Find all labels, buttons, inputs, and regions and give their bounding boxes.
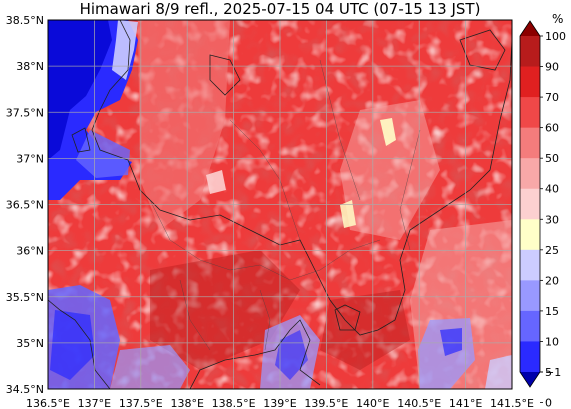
colorbar-segment (520, 341, 540, 373)
colorbar-tick-label: 90 (545, 61, 559, 74)
lon-tick-label: 137.5°E (119, 397, 163, 409)
longitude-labels: 136.5°E 137°E 137.5°E 138°E 138.5°E 139°E 139.… (26, 397, 534, 409)
lon-tick-label: 141°E (449, 397, 482, 409)
lon-tick-label: 139.5°E (304, 397, 348, 409)
colorbar-segment (520, 249, 540, 281)
colorbar-segment (520, 21, 540, 36)
lat-tick-label: 38°N (16, 60, 44, 73)
lat-tick-label: 35°N (16, 337, 44, 350)
colorbar-segment (520, 127, 540, 159)
gridlines (48, 20, 512, 389)
colorbar-tick-label: 15 (545, 305, 559, 318)
lon-tick-label: 138.5°E (212, 397, 256, 409)
colorbar-segment (520, 97, 540, 129)
colorbar (519, 20, 541, 388)
colorbar-segment (520, 310, 540, 342)
lon-tick-label: 141.5°E (490, 397, 534, 409)
lon-tick-label: 138°E (170, 397, 203, 409)
lat-tick-label: 37°N (16, 152, 44, 165)
colorbar-segment (520, 66, 540, 98)
colorbar-unit: % (552, 12, 564, 26)
lat-tick-label: 35.5°N (6, 291, 44, 304)
colorbar-tick-label: 100 (545, 30, 566, 43)
latitude-labels: 38.5°N 38°N 37.5°N 37°N 36.5°N 36°N 35.5°N 35°N… (6, 14, 44, 396)
lon-tick-label: 140.5°E (397, 397, 441, 409)
map-title: Himawari 8/9 refl., 2025-07-15 04 UTC (0… (79, 0, 481, 18)
lat-tick-label: 36.5°N (6, 199, 44, 212)
colorbar-segment (520, 36, 540, 67)
lat-tick-label: 38.5°N (6, 14, 44, 27)
lon-tick-label: 137°E (78, 397, 111, 409)
plot-frame (47, 19, 513, 390)
colorbar-tick-label: 5 (545, 366, 552, 379)
colorbar-tick-label: 30 (545, 213, 559, 226)
colorbar-tick-label: 40 (545, 183, 559, 196)
lon-tick-label: 139°E (263, 397, 296, 409)
colorbar-tick-label: 20 (545, 274, 559, 287)
colorbar-segment (520, 158, 540, 190)
lat-tick-label: 36°N (16, 245, 44, 258)
colorbar-tick-label: −1 (545, 366, 561, 379)
colorbar-tick-label: 10 (545, 335, 559, 348)
lon-tick-label: 136.5°E (26, 397, 70, 409)
colorbar-segment (520, 219, 540, 251)
lat-tick-label: 34.5°N (6, 383, 44, 396)
colorbar-segment (520, 372, 540, 387)
colorbar-tick-label: 50 (545, 152, 559, 165)
colorbar-tick-label: 25 (545, 244, 559, 257)
lon-tick-label: 140°E (356, 397, 389, 409)
colorbar-tick-label: 70 (545, 91, 559, 104)
colorbar-tick-label: 0 (545, 397, 552, 409)
coastlines (48, 20, 512, 389)
colorbar-segment (520, 188, 540, 220)
colorbar-tick-label: 60 (545, 122, 559, 135)
lat-tick-label: 37.5°N (6, 106, 44, 119)
colorbar-segment (520, 280, 540, 312)
